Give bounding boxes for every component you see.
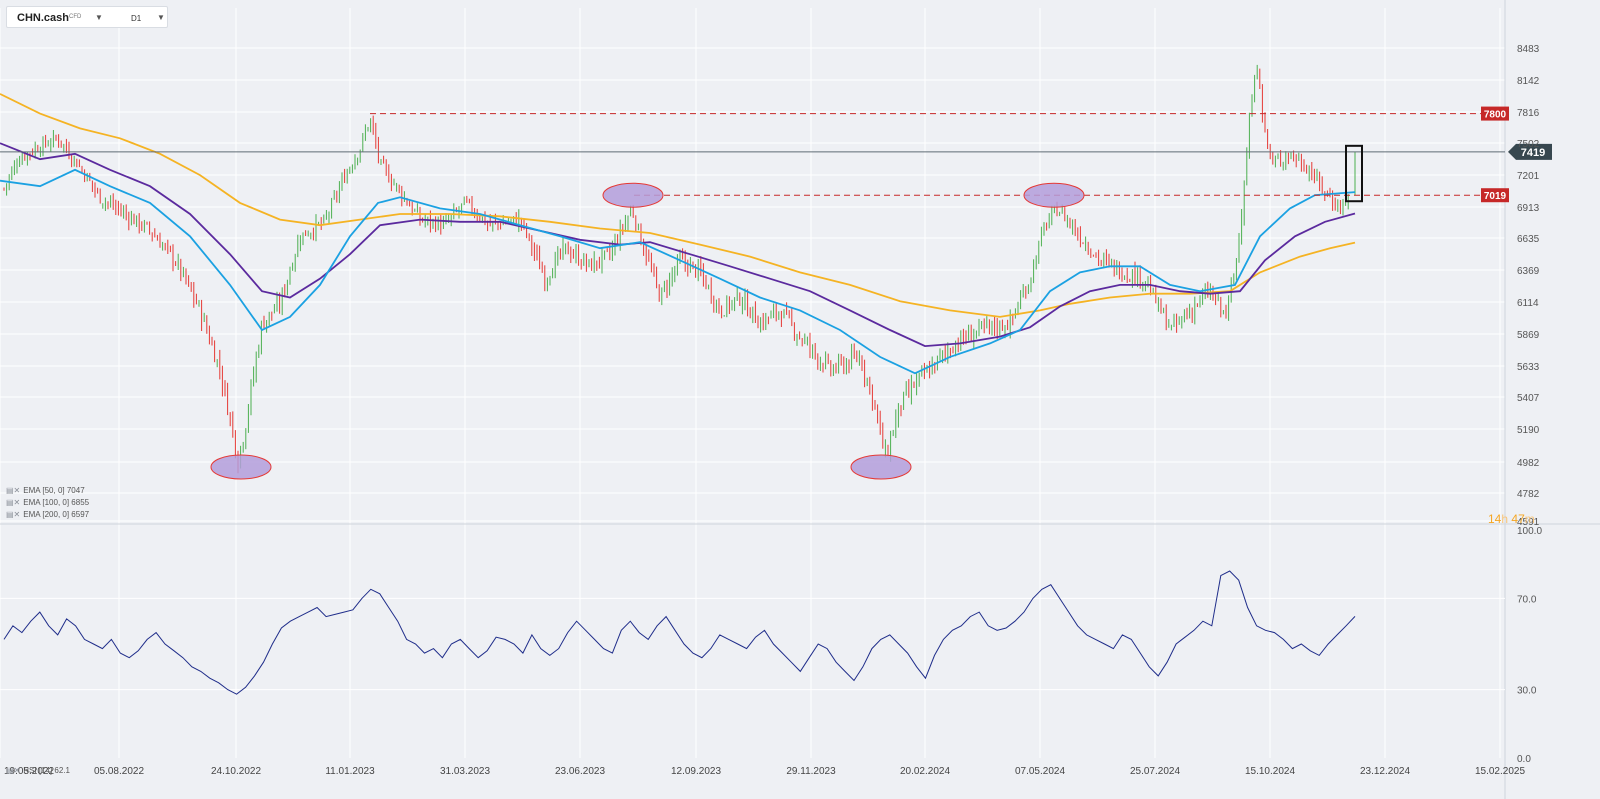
time-tick-label: 23.12.2024 (1360, 766, 1410, 777)
highlight-ellipse-high (1023, 182, 1085, 208)
time-tick-label: 07.05.2024 (1015, 766, 1065, 777)
price-tick-label: 6913 (1517, 203, 1540, 214)
current-price-tag (1508, 143, 1552, 160)
level-tag-label-7800: 7800 (1484, 110, 1507, 121)
price-tick-label: 5633 (1517, 362, 1540, 373)
ema200-line (0, 93, 1356, 318)
legend-rsi[interactable]: ▤✕ RSI [14] 62.1 (6, 766, 70, 775)
price-tick-label: 6369 (1517, 266, 1540, 277)
rsi-tick-label: 30.0 (1517, 686, 1537, 697)
level-tag-7800 (1481, 106, 1509, 121)
price-axis: 8483 8142 7816 7502 7201 6913 6635 6369 6114 5869… (1517, 44, 1542, 765)
last-candle-box (1345, 144, 1363, 203)
countdown-hours: 14 (1488, 512, 1502, 526)
price-tick-label: 8142 (1517, 76, 1540, 87)
time-tick-label: 19.05.2022 (4, 766, 54, 777)
symbol-name: CHN.cash (17, 12, 69, 24)
current-price-label: 7419 (1521, 147, 1545, 159)
price-tick-label: 6635 (1517, 234, 1540, 245)
legend-ema50[interactable]: ▤✕ EMA [50, 0] 7047 (6, 486, 85, 495)
price-tick-label: 4982 (1517, 458, 1540, 469)
countdown-minutes-unit: m (1524, 512, 1535, 526)
time-tick-label: 15.10.2024 (1245, 766, 1295, 777)
legend-ema200-label: EMA [200, 0] 6597 (23, 510, 90, 519)
price-tick-label: 5869 (1517, 330, 1540, 341)
indicator-settings-icon[interactable]: ▤✕ (6, 498, 21, 507)
highlight-markers (210, 144, 1363, 480)
time-tick-label: 23.06.2023 (555, 766, 605, 777)
level-tag-label-7019: 7019 (1484, 191, 1507, 202)
ema100-line (0, 142, 1356, 348)
symbol-selector[interactable]: CHN.cash CFD ▼ D1 ▼ (6, 6, 168, 28)
time-tick-label: 15.02.2025 (1475, 766, 1525, 777)
candle-countdown: 14h 47m (1488, 512, 1535, 526)
price-tick-label: 7201 (1517, 171, 1540, 182)
candles (3, 64, 1356, 474)
symbol-dropdown-icon[interactable]: ▼ (95, 13, 103, 22)
price-tick-label: 8483 (1517, 44, 1540, 55)
price-tick-label: 4782 (1517, 489, 1540, 500)
price-tick-label: 5190 (1517, 425, 1540, 436)
legend-rsi-label: RSI [14] 62.1 (23, 766, 70, 775)
ema50-line (0, 168, 1356, 375)
instrument-type: CFD (69, 14, 82, 20)
rsi-line (3, 570, 1356, 695)
rsi-panel (3, 570, 1356, 695)
countdown-hours-unit: h (1501, 512, 1509, 526)
highlight-ellipse-low (850, 454, 912, 480)
legend-ema100[interactable]: ▤✕ EMA [100, 0] 6855 (6, 498, 89, 507)
highlight-ellipse-high (602, 182, 664, 208)
highlight-ellipse-low (210, 454, 272, 480)
indicator-settings-icon[interactable]: ▤✕ (6, 766, 21, 775)
time-tick-label: 31.03.2023 (440, 766, 490, 777)
time-tick-label: 11.01.2023 (325, 766, 375, 777)
price-tick-label: 7816 (1517, 108, 1540, 119)
indicator-settings-icon[interactable]: ▤✕ (6, 510, 21, 519)
time-tick-label: 05.08.2022 (94, 766, 144, 777)
legend-ema100-label: EMA [100, 0] 6855 (23, 498, 90, 507)
rsi-tick-label: 0.0 (1517, 754, 1531, 765)
ema-lines (0, 93, 1356, 375)
price-tick-label: 4591 (1517, 517, 1540, 528)
time-tick-label: 20.02.2024 (900, 766, 950, 777)
legend-ema50-label: EMA [50, 0] 7047 (23, 486, 85, 495)
timeframe-label: D1 (131, 14, 142, 23)
time-tick-label: 12.09.2023 (671, 766, 721, 777)
time-tick-label: 24.10.2022 (211, 766, 261, 777)
price-tick-label: 6114 (1517, 298, 1539, 309)
price-tick-label: 5407 (1517, 393, 1540, 404)
rsi-tick-label: 100.0 (1517, 526, 1542, 537)
time-tick-label: 25.07.2024 (1130, 766, 1180, 777)
timeframe-dropdown-icon[interactable]: ▼ (157, 13, 165, 22)
countdown-minutes: 47 (1511, 512, 1525, 526)
rsi-tick-label: 70.0 (1517, 594, 1537, 605)
level-tag-7019 (1481, 188, 1509, 203)
legend-ema200[interactable]: ▤✕ EMA [200, 0] 6597 (6, 510, 89, 519)
price-tick-label: 7502 (1517, 139, 1540, 150)
indicator-settings-icon[interactable]: ▤✕ (6, 486, 21, 495)
time-tick-label: 29.11.2023 (786, 766, 836, 777)
time-axis: 19.05.2022 05.08.2022 24.10.2022 11.01.2023… (4, 766, 1525, 777)
